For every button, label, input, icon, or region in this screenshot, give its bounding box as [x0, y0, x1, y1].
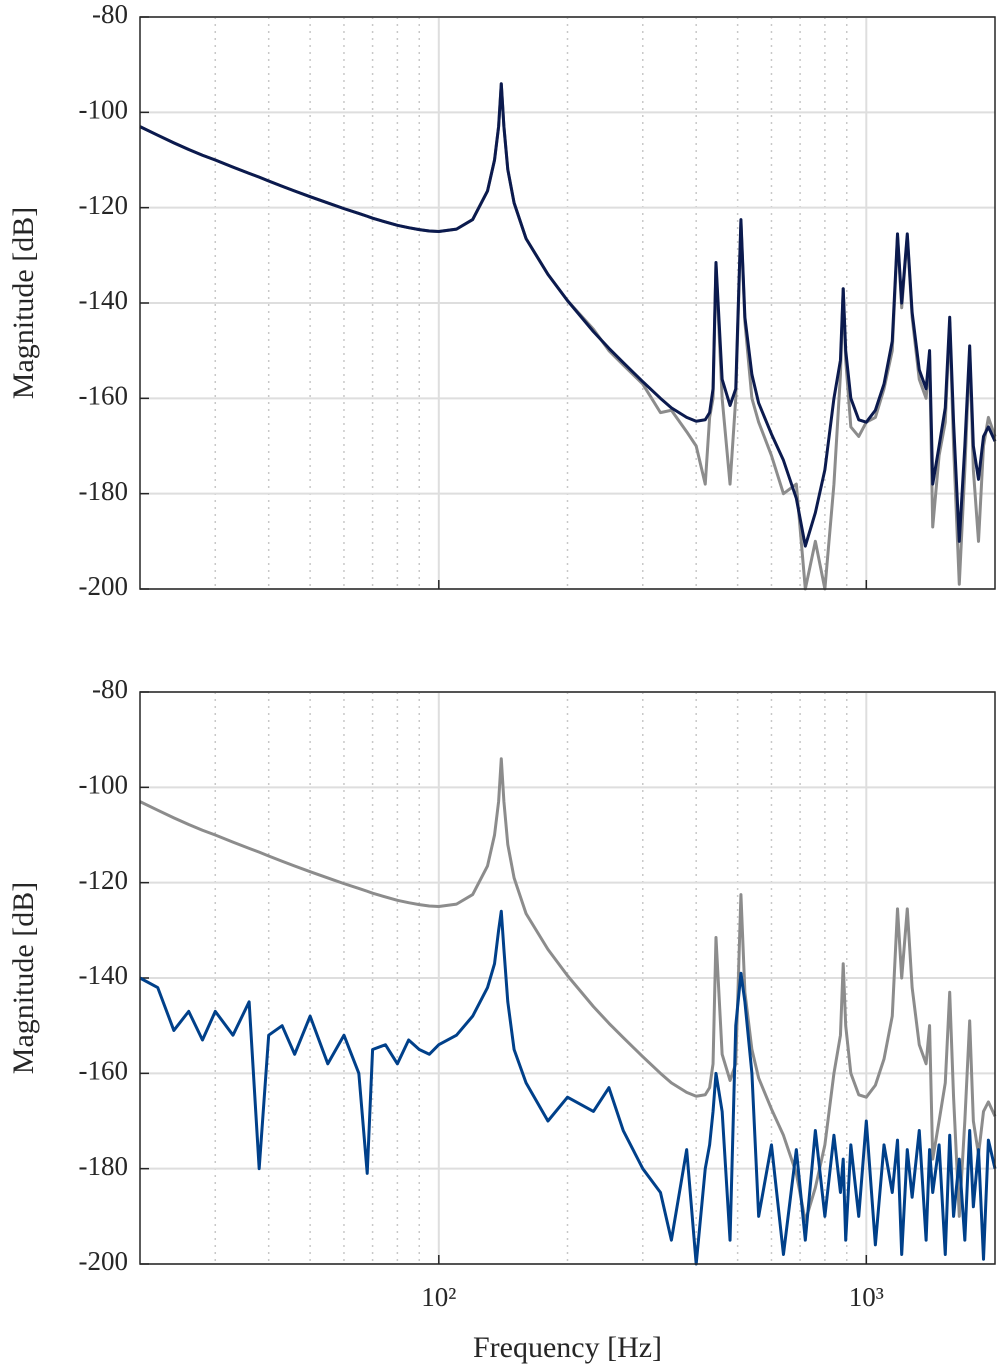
y-tick-label: -180 — [79, 1151, 129, 1181]
axes-frame — [139, 691, 996, 1265]
y-tick-label: -140 — [79, 960, 129, 990]
panel: -80 -100 -120 -140 -160 -180 -200 10² 10³ Magnitu… — [7, 674, 997, 1364]
y-tick-label: -120 — [79, 865, 129, 895]
axes-frame — [139, 16, 996, 590]
y-tick-label: -140 — [79, 285, 129, 315]
y-tick-label: -200 — [79, 1246, 129, 1276]
y-tick-label: -180 — [79, 476, 129, 506]
y-axis-label: Magnitude [dB] — [7, 882, 40, 1074]
y-axis-label: Magnitude [dB] — [7, 207, 40, 399]
series-line — [139, 909, 997, 1266]
x-tick-label: 10² — [421, 1282, 456, 1312]
y-tick-label: -80 — [92, 0, 128, 29]
y-tick-label: -160 — [79, 1056, 129, 1086]
panel: -80 -100 -120 -140 -160 -180 -200 Magnitude [dB… — [7, 0, 997, 601]
y-tick-label: -80 — [92, 674, 128, 704]
y-tick-label: -160 — [79, 381, 129, 411]
x-tick-label: 10³ — [849, 1282, 884, 1312]
y-tick-label: -100 — [79, 95, 129, 125]
x-axis-label: Frequency [Hz] — [473, 1331, 662, 1364]
y-tick-label: -200 — [79, 571, 129, 601]
y-tick-label: -100 — [79, 770, 129, 800]
series-line — [139, 82, 997, 548]
series-line — [139, 757, 997, 1223]
y-tick-label: -120 — [79, 190, 129, 220]
